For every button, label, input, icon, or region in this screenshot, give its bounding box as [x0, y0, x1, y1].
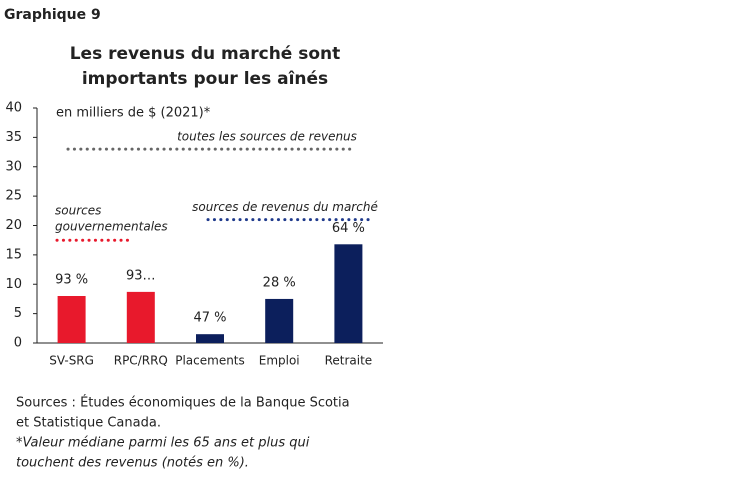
chart-title: importants pour les aînés — [82, 69, 328, 89]
y-tick-label: 35 — [5, 130, 22, 145]
bar — [196, 334, 224, 343]
chart-label: Graphique 9 — [4, 7, 101, 23]
y-tick-label: 5 — [14, 306, 22, 321]
bar-note: 28 % — [263, 275, 296, 290]
footnote: touchent des revenus (notés en %). — [16, 456, 249, 471]
chart-title: Les revenus du marché sont — [70, 44, 341, 64]
bar — [126, 291, 155, 343]
sources: Sources : Études économiques de la Banqu… — [16, 395, 350, 411]
footnote: *Valeur médiane parmi les 65 ans et plus… — [16, 436, 310, 451]
y-tick-label: 30 — [5, 159, 22, 174]
reference-label: toutes les sources de revenus — [177, 130, 357, 144]
bar-note: 93… — [126, 268, 156, 283]
x-tick-label: Retraite — [325, 354, 373, 368]
sources: et Statistique Canada. — [16, 416, 161, 431]
x-tick-label: Placements — [175, 354, 245, 368]
y-tick-label: 25 — [5, 189, 22, 204]
reference-label: sources — [55, 204, 101, 218]
y-tick-label: 20 — [5, 218, 22, 233]
y-tick-label: 10 — [5, 277, 22, 292]
x-tick-label: Emploi — [259, 354, 300, 368]
bar-note: 64 % — [332, 221, 365, 236]
x-tick-label: RPC/RRQ — [114, 354, 168, 368]
reference-label: sources de revenus du marché — [192, 200, 378, 214]
y-tick-label: 40 — [5, 101, 22, 116]
bar — [334, 244, 363, 343]
bar-note: 93 % — [55, 273, 88, 288]
subtitle: en milliers de $ (2021)* — [56, 106, 211, 121]
bar — [57, 296, 86, 343]
bar — [265, 298, 294, 343]
bar-note: 47 % — [193, 311, 226, 326]
reference-label: gouvernementales — [55, 220, 168, 234]
x-tick-label: SV-SRG — [49, 354, 94, 368]
y-tick-label: 0 — [14, 336, 22, 351]
y-tick-label: 15 — [5, 247, 22, 262]
